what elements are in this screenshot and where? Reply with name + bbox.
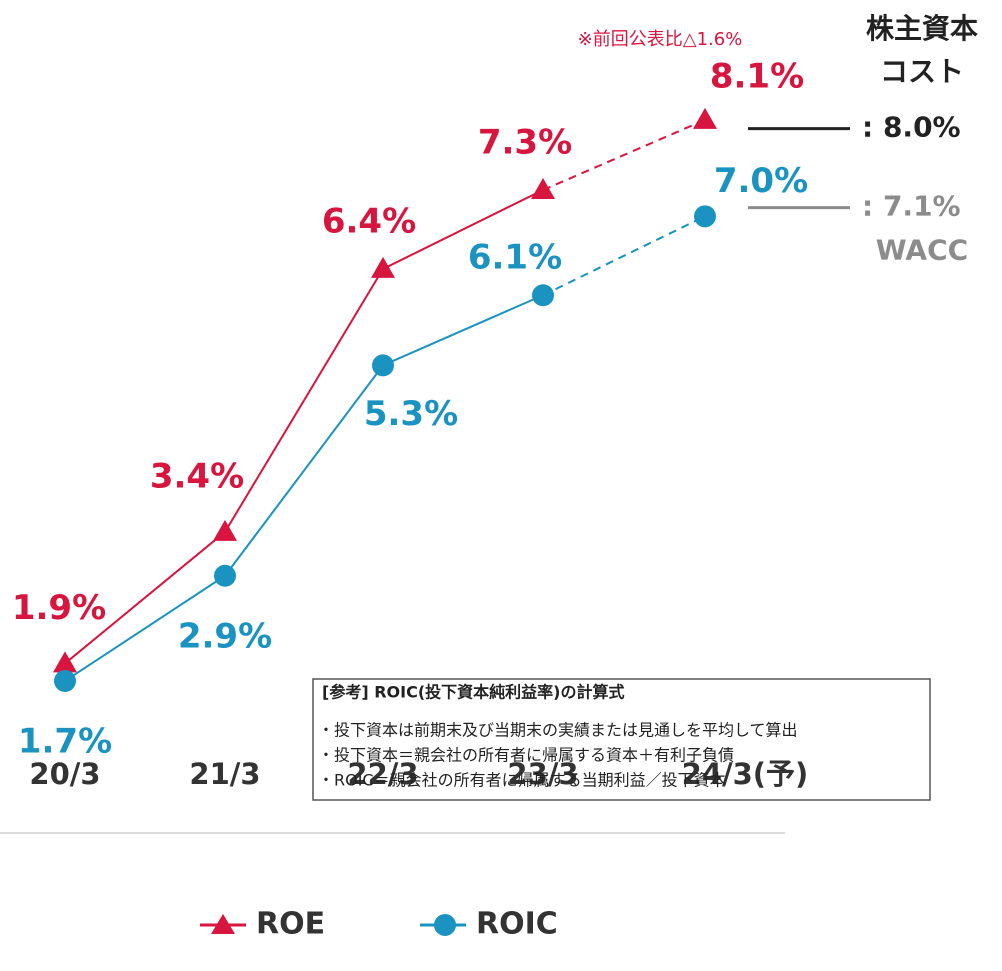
marker (372, 354, 394, 377)
reference-value: : 7.1% (862, 190, 961, 223)
marker (213, 519, 237, 541)
value-label: 2.9% (178, 616, 272, 656)
marker (531, 178, 555, 200)
x-tick-label: 20/3 (29, 757, 100, 791)
reference-name: 株主資本 (866, 12, 978, 45)
value-label: 3.4% (150, 456, 244, 496)
value-label: 6.1% (468, 238, 562, 278)
line (64, 189, 544, 665)
legend-label: ROE (256, 907, 325, 942)
value-label: 1.9% (12, 588, 106, 628)
forecast-line (542, 118, 706, 191)
marker (532, 284, 554, 307)
note-line: ・投下資本は前期末及び当期末の実績または見通しを平均して算出 (318, 721, 798, 740)
annotation: ※前回公表比△1.6% (578, 29, 743, 50)
legend-marker (434, 914, 456, 936)
note-title: [参考] ROIC(投下資本純利益率)の計算式 (322, 683, 624, 702)
value-label: 7.0% (714, 161, 808, 201)
forecast-line (542, 215, 706, 297)
reference-value: : 8.0% (862, 111, 961, 144)
x-tick-label: 22/3 (347, 757, 418, 791)
note-line: ・投下資本＝親会社の所有者に帰属する資本＋有利子負債 (318, 746, 734, 765)
line (64, 294, 544, 682)
legend-label: ROIC (476, 907, 558, 942)
x-tick-label: 21/3 (189, 757, 260, 791)
note-box (312, 678, 931, 801)
value-label: 8.1% (710, 56, 804, 96)
value-label: 5.3% (364, 394, 458, 434)
reference-name: WACC (876, 234, 968, 267)
value-label: 7.3% (478, 123, 572, 163)
marker (693, 107, 717, 129)
value-label: 6.4% (322, 201, 416, 241)
marker (53, 651, 77, 673)
marker (371, 256, 395, 278)
marker (214, 564, 236, 587)
marker (54, 669, 76, 692)
legend-marker (211, 914, 235, 934)
marker (694, 205, 716, 228)
note-line: ・ROIC＝親会社の所有者に帰属する当期利益／投下資本 (318, 771, 726, 790)
x-tick-label: 23/3 (507, 757, 578, 791)
reference-name: コスト (880, 55, 964, 88)
x-tick-label: 24/3(予) (682, 757, 809, 791)
value-label: 1.7% (18, 721, 112, 761)
